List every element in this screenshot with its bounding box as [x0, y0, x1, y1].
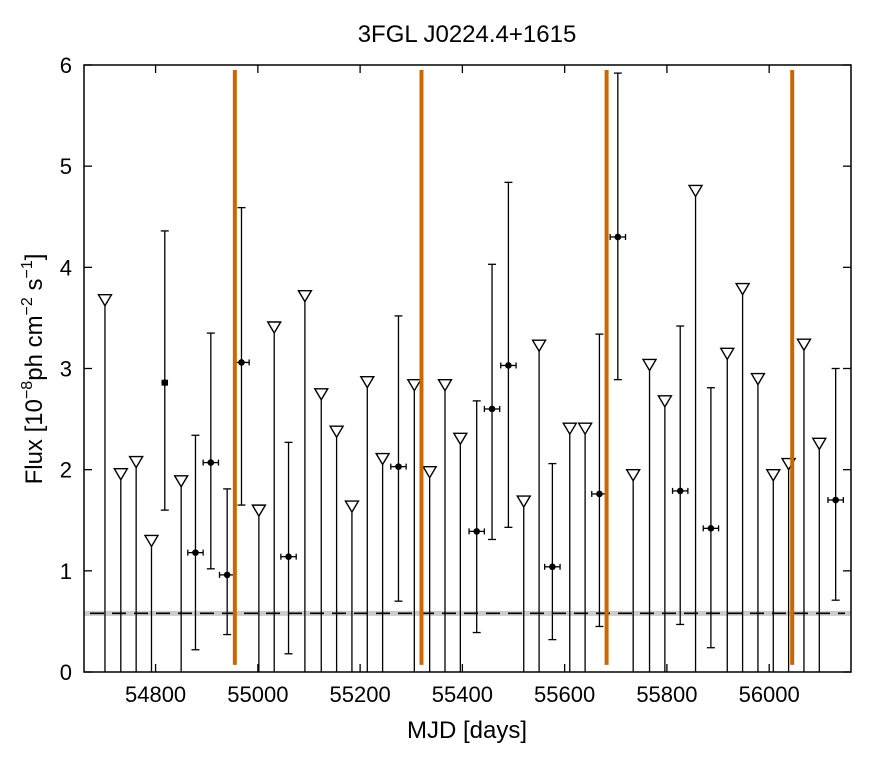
x-tick-label: 55400 [432, 682, 493, 707]
y-tick-label: 6 [60, 53, 72, 78]
upper-limit-marker [251, 504, 267, 518]
detection-point [488, 405, 496, 413]
y-axis-label-prefix: Flux [10 [21, 399, 48, 484]
y-axis-label: Flux [10−8ph cm−2 s−1] [19, 254, 48, 485]
upper-limit-marker [374, 452, 391, 466]
y-tick-label: 2 [60, 458, 72, 483]
upper-limit-marker [531, 339, 547, 353]
y-axis-label-exp1: −8 [19, 381, 36, 399]
detection-point [161, 379, 169, 386]
detection-point [676, 487, 684, 495]
upper-limit-marker [452, 432, 469, 446]
upper-limit-marker [687, 184, 704, 198]
y-tick-label: 5 [60, 154, 72, 179]
x-tick-label: 54800 [125, 682, 186, 707]
upper-limit-marker [313, 388, 329, 402]
detection-point [192, 549, 199, 556]
upper-limit-marker [734, 282, 751, 296]
upper-limit-marker [577, 422, 593, 436]
y-axis-label-exp3: −1 [19, 260, 36, 278]
y-tick-label: 3 [60, 357, 72, 382]
upper-limit-marker [421, 465, 438, 480]
upper-limit-marker [437, 378, 453, 393]
detection-point [207, 459, 215, 466]
upper-limit-marker [657, 395, 673, 409]
upper-limit-marker [719, 347, 735, 361]
axes: 54800 55000 55200 55400 55600 55800 56000 0 1 2 3 4… [60, 53, 852, 707]
upper-limit-marker [173, 475, 189, 489]
x-tick-label: 55600 [534, 682, 595, 707]
upper-limit-marker [344, 500, 360, 514]
y-tick-label: 1 [60, 559, 72, 584]
upper-limit-marker [97, 293, 113, 308]
detection-point [223, 571, 231, 579]
detection-point [238, 359, 245, 366]
upper-limit-marker [750, 372, 766, 386]
y-axis-label-exp2: −2 [19, 297, 36, 315]
y-tick-label: 4 [60, 255, 72, 280]
detection-point [707, 525, 715, 532]
upper-limit-marker [625, 469, 641, 483]
plot-area [84, 70, 851, 672]
upper-limit-marker [113, 468, 129, 482]
x-tick-label: 55000 [227, 682, 288, 707]
upper-limit-marker [328, 425, 345, 439]
plot-frame [83, 64, 852, 673]
y-tick-label: 0 [60, 660, 72, 685]
y-axis-label-mid: ph cm [21, 315, 48, 380]
detection-point [614, 233, 622, 241]
upper-limit-marker [796, 338, 812, 352]
upper-limit-marker [516, 495, 532, 509]
detection-point [832, 496, 839, 504]
detection-point [473, 528, 481, 535]
chart-title: 3FGL J0224.4+1615 [358, 21, 577, 48]
detection-point [596, 490, 603, 498]
y-axis-label-suffix: ] [21, 254, 48, 261]
x-tick-label: 55200 [330, 682, 391, 707]
upper-limit-marker [359, 375, 376, 390]
upper-limit-marker [297, 289, 313, 304]
detection-point [549, 563, 556, 571]
x-tick-label: 55800 [636, 682, 697, 707]
detection-point [395, 463, 402, 470]
detection-point [285, 553, 292, 560]
upper-limit-marker [641, 358, 658, 372]
upper-limit-marker [143, 534, 160, 548]
upper-limit-marker [128, 455, 144, 469]
x-tick-label: 56000 [739, 682, 800, 707]
upper-limit-marker [266, 321, 282, 335]
y-axis-label-mid2: s [21, 279, 48, 298]
detection-point [505, 362, 512, 369]
upper-limit-marker [562, 422, 578, 436]
x-axis-label: MJD [days] [407, 717, 527, 744]
upper-limit-marker [406, 378, 423, 393]
upper-limit-marker [811, 437, 828, 451]
upper-limit-marker [765, 469, 782, 483]
